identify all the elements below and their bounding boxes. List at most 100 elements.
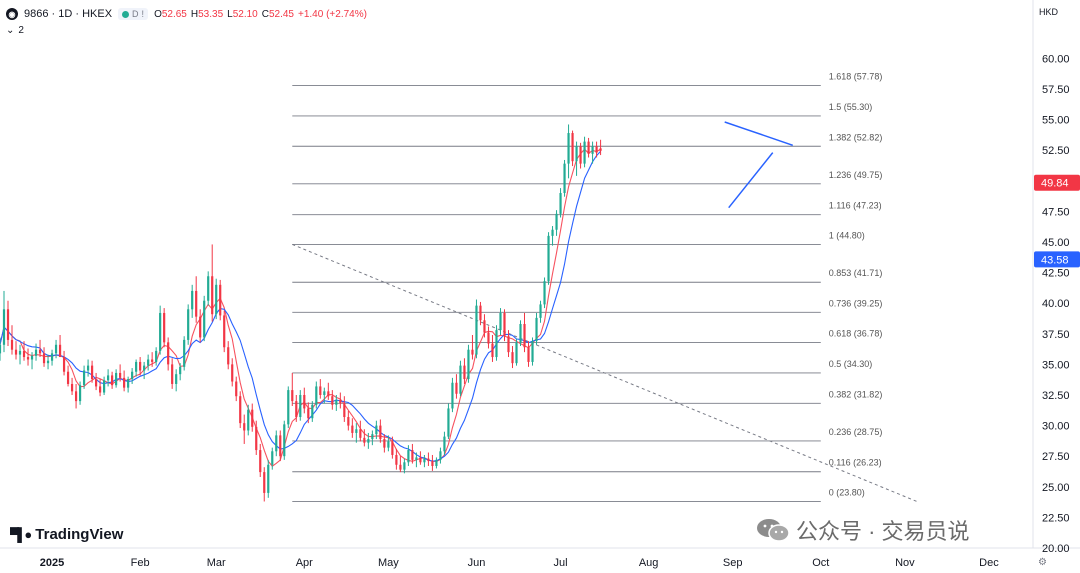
candle-body[interactable] [575, 146, 578, 162]
candle-body[interactable] [271, 451, 274, 465]
candle-body[interactable] [539, 304, 542, 318]
candle-body[interactable] [507, 336, 510, 353]
candle-body[interactable] [143, 365, 146, 371]
candle-body[interactable] [379, 425, 382, 440]
candle-body[interactable] [455, 382, 458, 394]
candle-body[interactable] [495, 330, 498, 358]
candle-body[interactable] [279, 435, 282, 457]
candle-body[interactable] [355, 429, 358, 433]
currency-label[interactable]: HKD [1039, 7, 1059, 17]
candle-body[interactable] [207, 276, 210, 301]
candle-body[interactable] [351, 425, 354, 433]
candle-body[interactable] [38, 349, 42, 354]
indicators-toggle[interactable]: ⌄ 2 [6, 25, 24, 36]
candle-body[interactable] [475, 305, 478, 355]
candle-body[interactable] [90, 365, 94, 380]
candle-body[interactable] [315, 386, 318, 405]
candle-body[interactable] [70, 383, 74, 392]
candle-body[interactable] [175, 374, 178, 384]
candle-body[interactable] [343, 403, 346, 418]
candle-body[interactable] [531, 341, 534, 362]
candle-body[interactable] [519, 323, 522, 343]
candle-body[interactable] [559, 193, 562, 214]
candle-body[interactable] [347, 417, 350, 426]
candle-body[interactable] [563, 163, 566, 194]
candle-body[interactable] [115, 372, 118, 386]
symbol-line[interactable]: 9866 · 1D · HKEX [24, 8, 113, 20]
candle-body[interactable] [2, 309, 6, 345]
candle-body[interactable] [587, 141, 590, 154]
candle-body[interactable] [215, 284, 218, 315]
candle-body[interactable] [167, 342, 170, 365]
candle-body[interactable] [371, 434, 374, 440]
candle-body[interactable] [443, 436, 446, 452]
candle-body[interactable] [395, 454, 398, 465]
candle-body[interactable] [50, 353, 54, 361]
candle-body[interactable] [227, 347, 230, 365]
candle-body[interactable] [435, 459, 438, 466]
candle-body[interactable] [62, 357, 66, 372]
candle-body[interactable] [303, 394, 306, 409]
candle-body[interactable] [191, 290, 194, 310]
candle-body[interactable] [139, 361, 142, 371]
candle-body[interactable] [131, 371, 134, 380]
candle-body[interactable] [18, 350, 22, 355]
candle-body[interactable] [107, 375, 110, 381]
candle-body[interactable] [58, 344, 62, 358]
candle-body[interactable] [14, 349, 18, 355]
candle-body[interactable] [275, 435, 278, 452]
candle-body[interactable] [0, 344, 2, 354]
candle-body[interactable] [283, 424, 286, 457]
candle-body[interactable] [82, 370, 86, 386]
candle-body[interactable] [46, 360, 50, 364]
candle-body[interactable] [102, 380, 106, 393]
candle-body[interactable] [467, 349, 470, 380]
candle-body[interactable] [239, 396, 242, 424]
candle-body[interactable] [431, 461, 434, 466]
candle-body[interactable] [34, 349, 38, 356]
candle-body[interactable] [54, 344, 58, 354]
candle-body[interactable] [247, 409, 250, 431]
candle-body[interactable] [135, 361, 138, 372]
candle-body[interactable] [331, 396, 334, 405]
candle-body[interactable] [127, 379, 130, 388]
candle-body[interactable] [291, 390, 294, 402]
candle-body[interactable] [595, 146, 598, 153]
candle-body[interactable] [78, 385, 82, 402]
candle-body[interactable] [427, 458, 430, 462]
candle-body[interactable] [411, 450, 414, 460]
candle-body[interactable] [511, 352, 514, 364]
candle-body[interactable] [307, 408, 310, 419]
candle-body[interactable] [86, 365, 90, 371]
candle-body[interactable] [523, 323, 526, 348]
settings-gear-icon[interactable]: ⚙ [1038, 557, 1047, 568]
candle-body[interactable] [151, 359, 154, 362]
candle-body[interactable] [567, 133, 570, 164]
candle-body[interactable] [295, 401, 298, 418]
candle-body[interactable] [327, 391, 330, 397]
candle-body[interactable] [403, 462, 406, 470]
candle-body[interactable] [10, 339, 14, 350]
candle-body[interactable] [171, 364, 174, 384]
candle-body[interactable] [255, 426, 258, 451]
candle-body[interactable] [287, 390, 290, 425]
candle-body[interactable] [555, 213, 558, 230]
candle-body[interactable] [199, 316, 202, 338]
candle-body[interactable] [6, 309, 10, 340]
candle-body[interactable] [479, 305, 482, 321]
candle-body[interactable] [451, 382, 454, 409]
symbol-header[interactable]: ◉ 9866 · 1D · HKEX D ! O52.65 H53.35 L52… [6, 5, 367, 23]
candle-body[interactable] [259, 450, 262, 473]
candle-body[interactable] [491, 343, 494, 358]
candle-body[interactable] [515, 342, 518, 364]
candle-body[interactable] [335, 399, 338, 405]
candle-body[interactable] [423, 458, 426, 463]
candle-body[interactable] [243, 423, 246, 431]
candle-body[interactable] [339, 399, 342, 404]
triangle-trendline[interactable] [728, 152, 774, 209]
candle-body[interactable] [579, 146, 582, 164]
candle-body[interactable] [219, 284, 222, 316]
candle-body[interactable] [383, 439, 386, 448]
